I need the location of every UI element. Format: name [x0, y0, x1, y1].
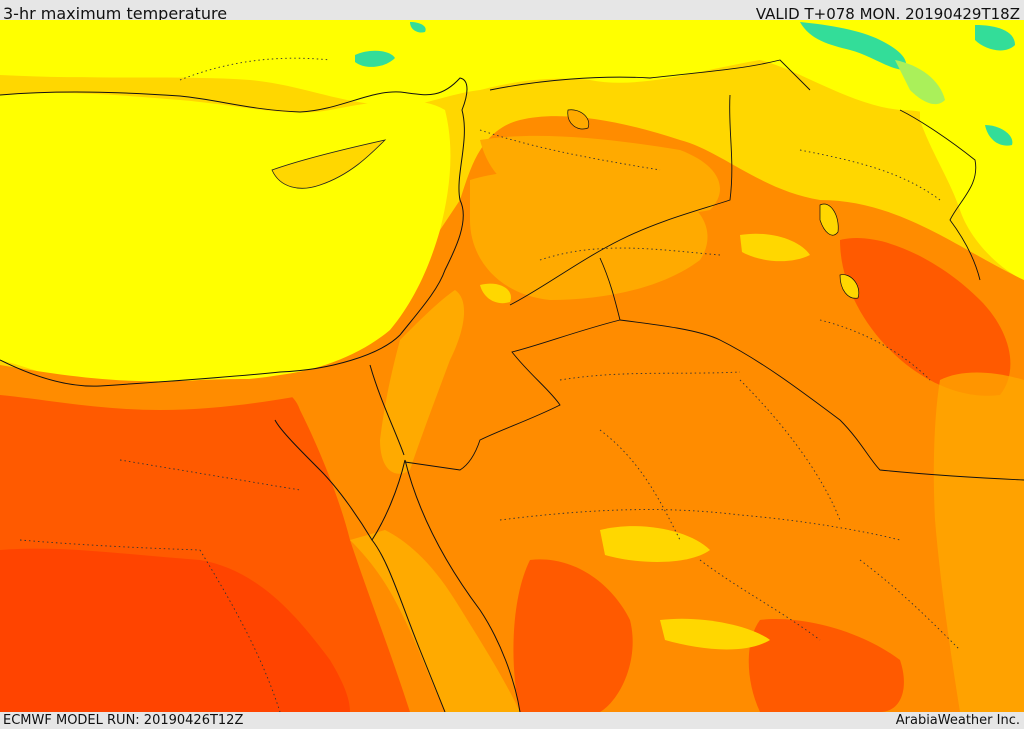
- temp-zone-yellow-blob-4: [480, 283, 511, 304]
- temp-zone-caucasus-green: [800, 22, 907, 70]
- temperature-map[interactable]: [0, 20, 1024, 712]
- temp-zone-east-green: [985, 125, 1013, 146]
- map-title: 3-hr maximum temperature: [3, 4, 228, 23]
- temp-zone-green-spot: [410, 22, 426, 33]
- province-boundaries: [19, 57, 961, 712]
- temp-zone-yellow-blob-3: [740, 233, 810, 262]
- temp-zone-iraq-red: [840, 238, 1011, 396]
- lake-van: [567, 109, 590, 130]
- red-sea: [350, 530, 520, 712]
- footer-bar: ECMWF MODEL RUN: 20190426T12Z ArabiaWeat…: [0, 712, 1024, 729]
- temp-zone-north-yellow: [0, 20, 1024, 150]
- header-bar: 3-hr maximum temperature VALID T+078 MON…: [0, 0, 1024, 23]
- temp-zone-yellow-blob-2: [660, 618, 770, 650]
- persian-gulf: [933, 372, 1024, 712]
- map-canvas: [0, 20, 1024, 712]
- temp-zone-saudi-red: [513, 559, 633, 712]
- credit: ArabiaWeather Inc.: [895, 713, 1020, 728]
- temp-zone-egypt-coast: [0, 365, 320, 410]
- valid-time: VALID T+078 MON. 20190429T18Z: [755, 5, 1020, 23]
- cyprus: [271, 139, 387, 189]
- lake-iraq: [839, 274, 860, 299]
- model-run: ECMWF MODEL RUN: 20190426T12Z: [3, 713, 244, 728]
- temp-zone-egypt-red: [0, 548, 350, 712]
- lake-urmia: [819, 203, 839, 236]
- temp-zone-yellow-blob: [600, 526, 710, 562]
- temp-zone-ne-green: [975, 25, 1015, 51]
- country-borders: [404, 59, 1024, 481]
- coastlines: [0, 77, 521, 712]
- temp-zone-iraq-band: [480, 135, 720, 215]
- temp-zone-caspian-yellow: [920, 100, 1024, 280]
- temp-zone-levant: [380, 290, 465, 474]
- temp-zone-saudi-red-2: [748, 619, 904, 712]
- temp-zone-iran-green: [895, 60, 945, 105]
- temp-zone-black-sea-green: [355, 50, 395, 67]
